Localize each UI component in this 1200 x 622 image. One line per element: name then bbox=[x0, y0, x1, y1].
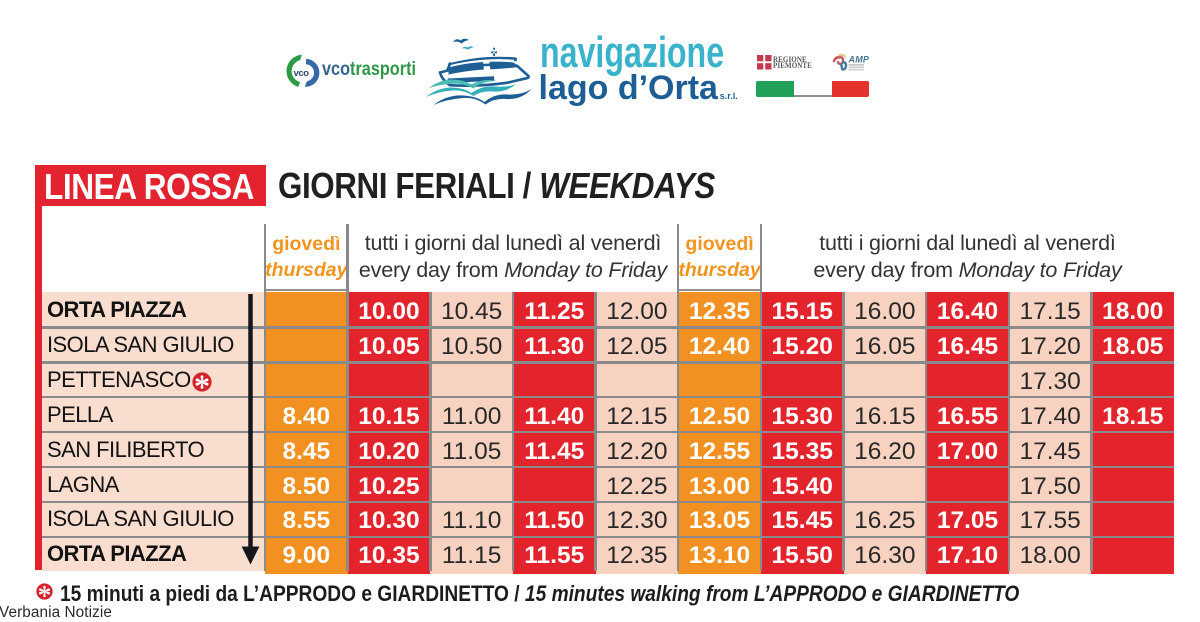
svg-text:AMP: AMP bbox=[848, 55, 870, 65]
svg-text:vco: vco bbox=[294, 68, 310, 79]
